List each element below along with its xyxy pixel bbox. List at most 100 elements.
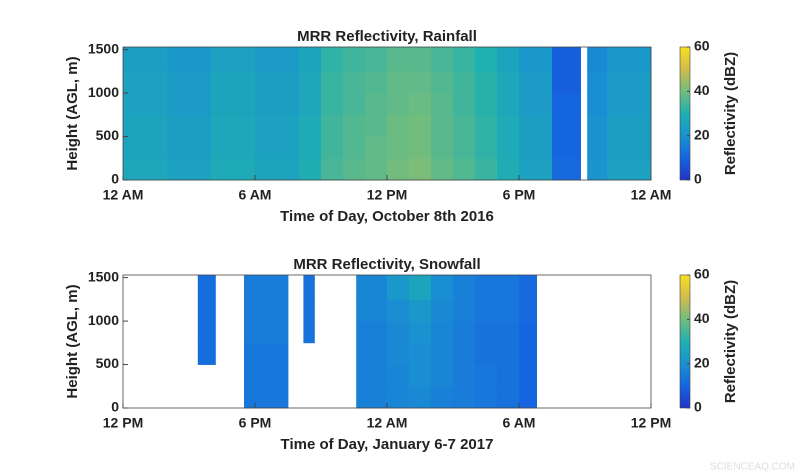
heatmap-cell — [519, 114, 553, 137]
heatmap-cell — [475, 93, 498, 116]
heatmap-cell — [321, 93, 344, 116]
heatmap-cell — [587, 114, 608, 137]
heatmap-cell — [299, 71, 322, 94]
heatmap-cell — [497, 342, 520, 365]
heatmap-cell — [497, 114, 520, 137]
heatmap-cell — [607, 158, 652, 181]
heatmap-cell — [431, 299, 454, 322]
x-tick-label: 12 PM — [367, 187, 407, 203]
colorbar-label: Reflectivity (dBZ) — [722, 52, 739, 175]
heatmap-cell — [431, 386, 454, 409]
heatmap-cell — [497, 47, 520, 72]
heatmap-cell — [497, 386, 520, 409]
heatmap-cell — [299, 136, 322, 159]
heatmap-cell — [497, 93, 520, 116]
heatmap-cell — [475, 158, 498, 181]
x-tick-label: 12 AM — [367, 415, 408, 431]
heatmap-cell — [387, 71, 410, 94]
heatmap-cell — [453, 158, 476, 181]
heatmap-cell — [475, 47, 498, 72]
x-tick-label: 6 AM — [239, 187, 272, 203]
heatmap-cell — [409, 364, 432, 387]
heatmap-cell — [356, 299, 388, 322]
heatmap-cell — [475, 136, 498, 159]
heatmap-cell — [587, 158, 608, 181]
heatmap-cell — [123, 114, 168, 137]
colorbar-tick-label: 0 — [694, 399, 702, 415]
heatmap-cell — [409, 321, 432, 344]
heatmap-cell — [409, 275, 432, 300]
heatmap-cell — [453, 386, 476, 409]
heatmap-cell — [387, 158, 410, 181]
heatmap-cell — [387, 114, 410, 137]
heatmap-cell — [409, 47, 432, 72]
heatmap-cell — [299, 158, 322, 181]
heatmap-cell — [255, 47, 300, 72]
heatmap-cell — [387, 342, 410, 365]
heatmap-cell — [299, 114, 322, 137]
heatmap-cell — [431, 364, 454, 387]
y-tick-label: 1500 — [88, 268, 119, 284]
heatmap-cell — [197, 299, 216, 322]
heatmap-cell — [409, 93, 432, 116]
heatmap-cell — [167, 136, 212, 159]
heatmap-cell — [255, 158, 300, 181]
heatmap-cell — [497, 321, 520, 344]
heatmap-cell — [475, 321, 498, 344]
heatmap-cell — [244, 299, 289, 322]
heatmap-cell — [321, 114, 344, 137]
heatmap-cell — [431, 136, 454, 159]
watermark: SCIENCEAQ.COM — [710, 462, 795, 473]
heatmap-cell — [167, 114, 212, 137]
heatmap-cell — [299, 93, 322, 116]
x-tick-label: 12 AM — [103, 187, 144, 203]
heatmap-cell — [453, 364, 476, 387]
x-tick-label: 12 PM — [631, 415, 671, 431]
heatmap-cell — [409, 71, 432, 94]
colorbar-tick-label: 20 — [694, 126, 710, 142]
heatmap-cell — [387, 275, 410, 300]
heatmap-cell — [356, 364, 388, 387]
heatmap-cell — [431, 275, 454, 300]
heatmap-cell — [587, 47, 608, 72]
heatmap-cell — [453, 47, 476, 72]
heatmap-cell — [123, 93, 168, 116]
heatmap-cell — [303, 321, 315, 344]
heatmap-cell — [365, 114, 388, 137]
heatmap-cell — [607, 71, 652, 94]
heatmap-cell — [519, 275, 537, 300]
heatmap-cell — [244, 321, 289, 344]
heatmap-cell — [343, 158, 366, 181]
y-tick-label: 1500 — [88, 40, 119, 56]
heatmap-cell — [365, 93, 388, 116]
heatmap-cell — [343, 47, 366, 72]
heatmap-cell — [552, 47, 581, 72]
heatmap-cell — [255, 136, 300, 159]
heatmap-cell — [356, 321, 388, 344]
colorbar-tick-label: 40 — [694, 82, 710, 98]
heatmap-cell — [607, 47, 652, 72]
heatmap-cell — [255, 93, 300, 116]
heatmap-cell — [497, 136, 520, 159]
heatmap-cell — [211, 93, 256, 116]
heatmap-cell — [453, 275, 476, 300]
heatmap-cell — [409, 299, 432, 322]
heatmap-cell — [409, 386, 432, 409]
heatmap-cell — [519, 321, 537, 344]
heatmap-cell — [431, 114, 454, 137]
heatmap-cell — [343, 71, 366, 94]
colorbar-tick-label: 0 — [694, 171, 702, 187]
heatmap-cell — [431, 93, 454, 116]
heatmap-cell — [431, 342, 454, 365]
heatmap-cell — [497, 299, 520, 322]
heatmap-cell — [321, 136, 344, 159]
colorbar-tick-label: 60 — [694, 266, 710, 282]
heatmap-cell — [356, 275, 388, 300]
heatmap-cell — [167, 93, 212, 116]
heatmap-cell — [475, 114, 498, 137]
heatmap-cell — [519, 342, 537, 365]
heatmap-cell — [497, 275, 520, 300]
y-tick-label: 500 — [96, 355, 120, 371]
heatmap-cell — [211, 71, 256, 94]
heatmap-cell — [123, 47, 168, 72]
